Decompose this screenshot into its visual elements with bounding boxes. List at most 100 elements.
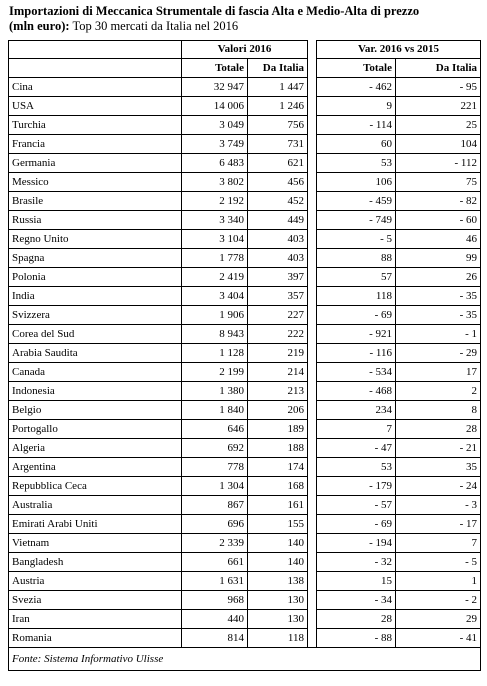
spacer [307, 400, 317, 420]
value-cell: 57 [316, 267, 396, 287]
country-cell: Arabia Saudita [8, 343, 182, 363]
group-header: Var. 2016 vs 2015 [316, 40, 481, 59]
header-row: Totale Da Italia Totale Da Italia [8, 58, 481, 78]
value-cell: 2 [395, 381, 481, 401]
spacer [307, 40, 317, 59]
country-cell: Turchia [8, 115, 182, 135]
spacer [307, 533, 317, 553]
country-cell: Svezia [8, 590, 182, 610]
country-cell: Indonesia [8, 381, 182, 401]
value-cell: - 17 [395, 514, 481, 534]
value-cell: 403 [247, 248, 308, 268]
value-cell: 2 192 [181, 191, 248, 211]
value-cell: 452 [247, 191, 308, 211]
column-header: Totale [181, 58, 248, 78]
value-cell: - 459 [316, 191, 396, 211]
title-block: Importazioni di Meccanica Strumentale di… [9, 4, 484, 34]
table-row: Germania 6 483 621 53- 112 [8, 153, 481, 173]
country-cell: Corea del Sud [8, 324, 182, 344]
value-cell: 53 [316, 457, 396, 477]
value-cell: 3 340 [181, 210, 248, 230]
value-cell: 621 [247, 153, 308, 173]
value-cell: 440 [181, 609, 248, 629]
source: Fonte: Sistema Informativo Ulisse [8, 647, 481, 671]
value-cell: 234 [316, 400, 396, 420]
value-cell: 2 339 [181, 533, 248, 553]
value-cell: 106 [316, 172, 396, 192]
value-cell: - 5 [316, 229, 396, 249]
value-cell: - 194 [316, 533, 396, 553]
spacer [307, 343, 317, 363]
table-row: Austria 1 631 138 15 1 [8, 571, 481, 591]
value-cell: 168 [247, 476, 308, 496]
value-cell: 221 [395, 96, 481, 116]
value-cell: 227 [247, 305, 308, 325]
column-header: Totale [316, 58, 396, 78]
value-cell: 357 [247, 286, 308, 306]
country-cell: Canada [8, 362, 182, 382]
table-row: Vietnam 2 339 140 - 194 7 [8, 533, 481, 553]
value-cell: 140 [247, 533, 308, 553]
table-row: Canada 2 199 214 - 534 17 [8, 362, 481, 382]
table-row: Regno Unito 3 104 403 - 5 46 [8, 229, 481, 249]
footer-row: Fonte: Sistema Informativo Ulisse [8, 647, 481, 671]
value-cell: - 462 [316, 77, 396, 97]
table-row: Cina 32 947 1 447 - 462- 95 [8, 77, 481, 97]
value-cell: 213 [247, 381, 308, 401]
header-cell [8, 58, 182, 78]
table-row: Argentina 778 174 53 35 [8, 457, 481, 477]
value-cell: - 29 [395, 343, 481, 363]
spacer [307, 476, 317, 496]
value-cell: 60 [316, 134, 396, 154]
unit: (mln euro): [9, 19, 70, 33]
value-cell: 968 [181, 590, 248, 610]
spacer [307, 58, 317, 78]
value-cell: 28 [316, 609, 396, 629]
value-cell: 3 104 [181, 229, 248, 249]
value-cell: 449 [247, 210, 308, 230]
table-row: Svezia 968 130 - 34- 2 [8, 590, 481, 610]
value-cell: - 88 [316, 628, 396, 648]
column-header: Da Italia [247, 58, 308, 78]
value-cell: 46 [395, 229, 481, 249]
table-row: Bangladesh 661 140 - 32- 5 [8, 552, 481, 572]
value-cell: - 921 [316, 324, 396, 344]
table-row: Russia 3 340 449 - 749- 60 [8, 210, 481, 230]
spacer [307, 495, 317, 515]
country-cell: Brasile [8, 191, 182, 211]
spacer [307, 115, 317, 135]
value-cell: 7 [316, 419, 396, 439]
value-cell: 3 404 [181, 286, 248, 306]
value-cell: 138 [247, 571, 308, 591]
value-cell: - 47 [316, 438, 396, 458]
spacer [307, 590, 317, 610]
value-cell: - 114 [316, 115, 396, 135]
value-cell: 7 [395, 533, 481, 553]
value-cell: 174 [247, 457, 308, 477]
value-cell: 756 [247, 115, 308, 135]
spacer [307, 552, 317, 572]
spacer [307, 438, 317, 458]
spacer [307, 457, 317, 477]
value-cell: 778 [181, 457, 248, 477]
value-cell: 1 304 [181, 476, 248, 496]
value-cell: - 1 [395, 324, 481, 344]
spacer [307, 609, 317, 629]
spacer [307, 514, 317, 534]
country-cell: Algeria [8, 438, 182, 458]
country-cell: Messico [8, 172, 182, 192]
value-cell: 155 [247, 514, 308, 534]
value-cell: 88 [316, 248, 396, 268]
table-row: Indonesia 1 380 213 - 468 2 [8, 381, 481, 401]
value-cell: - 35 [395, 286, 481, 306]
value-cell: 28 [395, 419, 481, 439]
value-cell: 17 [395, 362, 481, 382]
value-cell: 2 419 [181, 267, 248, 287]
value-cell: - 749 [316, 210, 396, 230]
table-row: Emirati Arabi Uniti 696 155 - 69- 17 [8, 514, 481, 534]
table-row: India 3 404 357 118- 35 [8, 286, 481, 306]
group-header: Valori 2016 [181, 40, 308, 59]
value-cell: - 24 [395, 476, 481, 496]
value-cell: 99 [395, 248, 481, 268]
value-cell: 1 840 [181, 400, 248, 420]
